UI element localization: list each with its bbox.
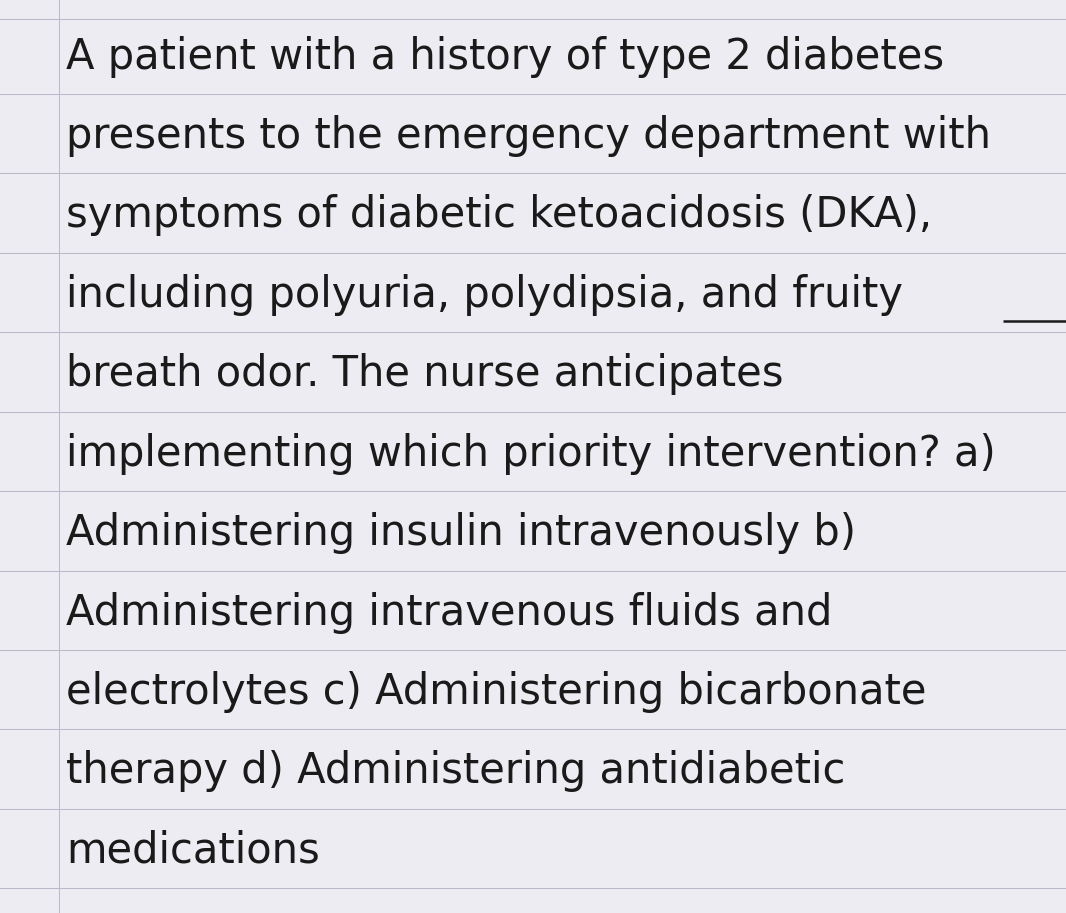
Text: Administering intravenous fluids and: Administering intravenous fluids and <box>66 592 833 634</box>
Text: electrolytes c) Administering bicarbonate: electrolytes c) Administering bicarbonat… <box>66 671 926 713</box>
Text: A patient with a history of type 2 diabetes: A patient with a history of type 2 diabe… <box>66 36 944 78</box>
Text: therapy d) Administering antidiabetic: therapy d) Administering antidiabetic <box>66 750 845 792</box>
Text: implementing which priority intervention? a): implementing which priority intervention… <box>66 433 996 475</box>
Text: medications: medications <box>66 830 320 872</box>
Text: Administering insulin intravenously b): Administering insulin intravenously b) <box>66 512 856 554</box>
Text: breath odor. The nurse anticipates: breath odor. The nurse anticipates <box>66 353 784 395</box>
Text: symptoms of diabetic ketoacidosis (DKA),: symptoms of diabetic ketoacidosis (DKA), <box>66 194 932 236</box>
Text: including polyuria, polydipsia, and fruity: including polyuria, polydipsia, and frui… <box>66 274 903 316</box>
Text: presents to the emergency department with: presents to the emergency department wit… <box>66 115 991 157</box>
